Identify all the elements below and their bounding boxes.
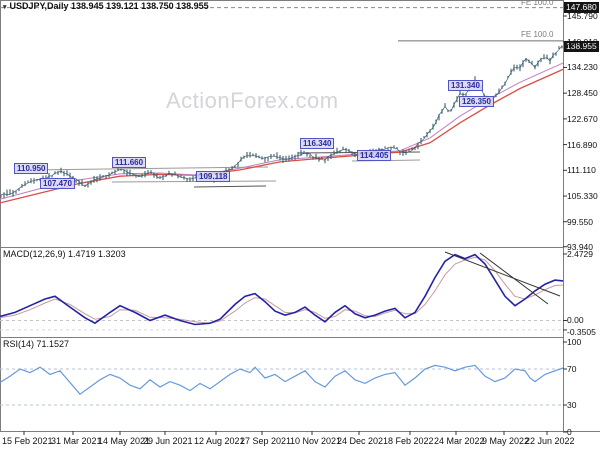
- price-level-annotation[interactable]: 110.950: [14, 163, 49, 174]
- fe-label-top: FE 100.0: [521, 0, 554, 7]
- price-tick-label: 145.790: [567, 11, 598, 21]
- date-tick-label: 15 Feb 2021: [2, 436, 53, 446]
- price-level-annotation[interactable]: 107.470: [40, 178, 75, 189]
- price-tick-label: 105.330: [567, 191, 598, 202]
- price-level-annotation[interactable]: 116.340: [300, 138, 335, 149]
- date-tick-label: 27 Sep 2021: [240, 436, 292, 446]
- macd-panel-label: MACD(12,26,9) 1.4719 1.3203: [3, 249, 126, 259]
- price-tick-label: 122.670: [567, 113, 598, 124]
- date-tick-label: 24 Dec 2021: [337, 436, 389, 446]
- date-tick-label: 9 May 2022: [482, 436, 530, 446]
- price-level-annotation[interactable]: 114.405: [357, 150, 392, 161]
- symbol-info-text: USDJPY,Daily 138.945 139.121 138.750 138…: [9, 1, 209, 11]
- price-level-annotation[interactable]: 109.118: [196, 171, 231, 182]
- date-tick-label: 14 May 2021: [98, 436, 151, 446]
- symbol-title: ▾ USDJPY,Daily 138.945 139.121 138.750 13…: [3, 1, 209, 11]
- date-tick-label: 8 Feb 2022: [388, 436, 434, 446]
- fe-label-mid: FE 100.0: [521, 30, 554, 39]
- price-tick-label: 93.940: [567, 241, 593, 252]
- macd-tick-label: 2.4729: [567, 248, 593, 259]
- price-tick-label: 116.890: [567, 139, 598, 150]
- rsi-panel-label: RSI(14) 71.1527: [3, 339, 70, 349]
- rsi-tick-label: 70: [567, 364, 577, 374]
- price-tick-label: 99.550: [567, 216, 593, 227]
- rsi-tick-label: 0: [567, 427, 572, 437]
- fe-price-badge: 147.680: [564, 2, 599, 14]
- price-level-annotation[interactable]: 126.350: [459, 96, 494, 107]
- rsi-tick-label: 100: [567, 337, 582, 347]
- price-tick-label: 111.110: [567, 165, 596, 176]
- symbol-dropdown-icon[interactable]: ▾: [3, 4, 7, 11]
- date-tick-label: 22 Jun 2022: [525, 436, 575, 446]
- date-tick-label: 10 Nov 2021: [290, 436, 342, 446]
- price-level-annotation[interactable]: 131.340: [448, 80, 483, 91]
- macd-tick-label: -0.3505: [567, 326, 596, 337]
- watermark: ActionForex.com: [166, 88, 339, 113]
- price-tick-label: 134.230: [567, 62, 598, 73]
- date-tick-label: 12 Aug 2021: [194, 436, 245, 446]
- date-tick-label: 31 Mar 2021: [51, 436, 102, 446]
- date-tick-label: 29 Jun 2021: [143, 436, 193, 446]
- current-price-badge: 138.955: [564, 40, 599, 52]
- price-level-annotation[interactable]: 111.660: [112, 157, 147, 168]
- macd-tick-label: 0.00: [567, 314, 584, 325]
- price-tick-label: 140.010: [567, 36, 598, 47]
- rsi-tick-label: 30: [567, 400, 577, 410]
- price-tick-label: 128.450: [567, 88, 598, 99]
- date-tick-label: 24 Mar 2022: [434, 436, 485, 446]
